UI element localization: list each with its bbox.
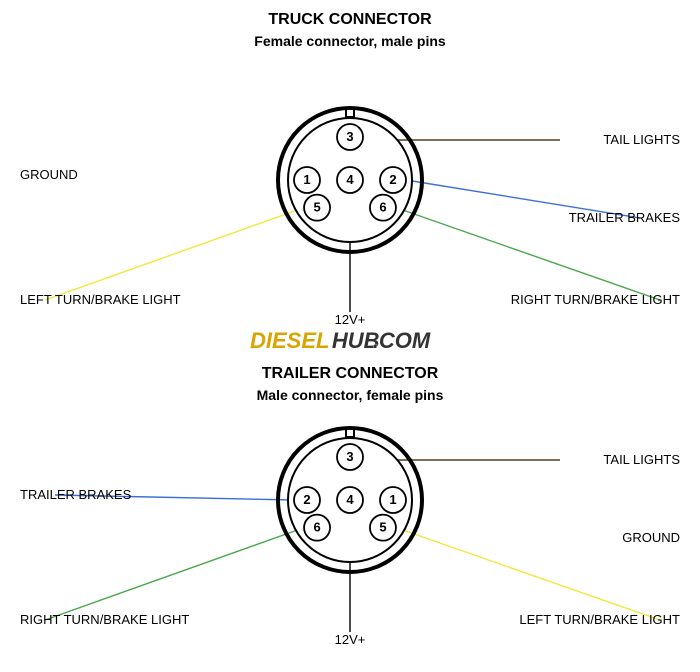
trailer-label-pin6: RIGHT TURN/BRAKE LIGHT bbox=[20, 612, 189, 627]
truck-label-pin4: 12V+ bbox=[335, 312, 366, 327]
trailer-lead-pin1 bbox=[406, 500, 600, 538]
truck-pin-5-num: 5 bbox=[313, 200, 320, 215]
trailer-lead-pin6 bbox=[45, 528, 304, 620]
truck-pin-3-num: 3 bbox=[346, 129, 353, 144]
truck-lead-pin5 bbox=[45, 208, 304, 300]
trailer-pin-2-num: 2 bbox=[303, 492, 310, 507]
truck-key-notch bbox=[346, 109, 354, 117]
trailer-lead-pin5 bbox=[396, 528, 660, 620]
truck-label-pin2: TRAILER BRAKES bbox=[569, 210, 681, 225]
trailer-title: TRAILER CONNECTOR bbox=[262, 365, 439, 382]
truck-subtitle: Female connector, male pins bbox=[254, 33, 446, 49]
trailer-label-pin4: 12V+ bbox=[335, 632, 366, 647]
truck-pin-2-num: 2 bbox=[389, 172, 396, 187]
truck-pin-6-num: 6 bbox=[379, 200, 386, 215]
truck-label-pin6: RIGHT TURN/BRAKE LIGHT bbox=[511, 292, 680, 307]
trailer-pin-1-num: 1 bbox=[389, 492, 396, 507]
connector-diagram: TRUCK CONNECTOR Female connector, male pi… bbox=[0, 0, 700, 672]
svg-text:DIESEL: DIESEL bbox=[250, 328, 329, 353]
truck-label-pin1: GROUND bbox=[20, 167, 78, 182]
truck-label-pin3: TAIL LIGHTS bbox=[603, 132, 680, 147]
truck-label-pin5: LEFT TURN/BRAKE LIGHT bbox=[20, 292, 181, 307]
truck-pin-4-num: 4 bbox=[346, 172, 354, 187]
trailer-key-notch bbox=[346, 429, 354, 437]
trailer-pin-4-num: 4 bbox=[346, 492, 354, 507]
trailer-pin-5-num: 5 bbox=[379, 520, 386, 535]
truck-pin-1-num: 1 bbox=[303, 172, 310, 187]
trailer-subtitle: Male connector, female pins bbox=[257, 387, 444, 403]
trailer-label-pin3: TAIL LIGHTS bbox=[603, 452, 680, 467]
truck-lead-pin1 bbox=[95, 175, 294, 180]
trailer-pin-3-num: 3 bbox=[346, 449, 353, 464]
trailer-pin-6-num: 6 bbox=[313, 520, 320, 535]
trailer-label-pin2: TRAILER BRAKES bbox=[20, 487, 132, 502]
truck-title: TRUCK CONNECTOR bbox=[268, 11, 432, 28]
trailer-label-pin1: GROUND bbox=[622, 530, 680, 545]
svg-text:.COM: .COM bbox=[373, 328, 431, 353]
trailer-label-pin5: LEFT TURN/BRAKE LIGHT bbox=[519, 612, 680, 627]
watermark: DIESELHUB.COM bbox=[250, 328, 431, 353]
